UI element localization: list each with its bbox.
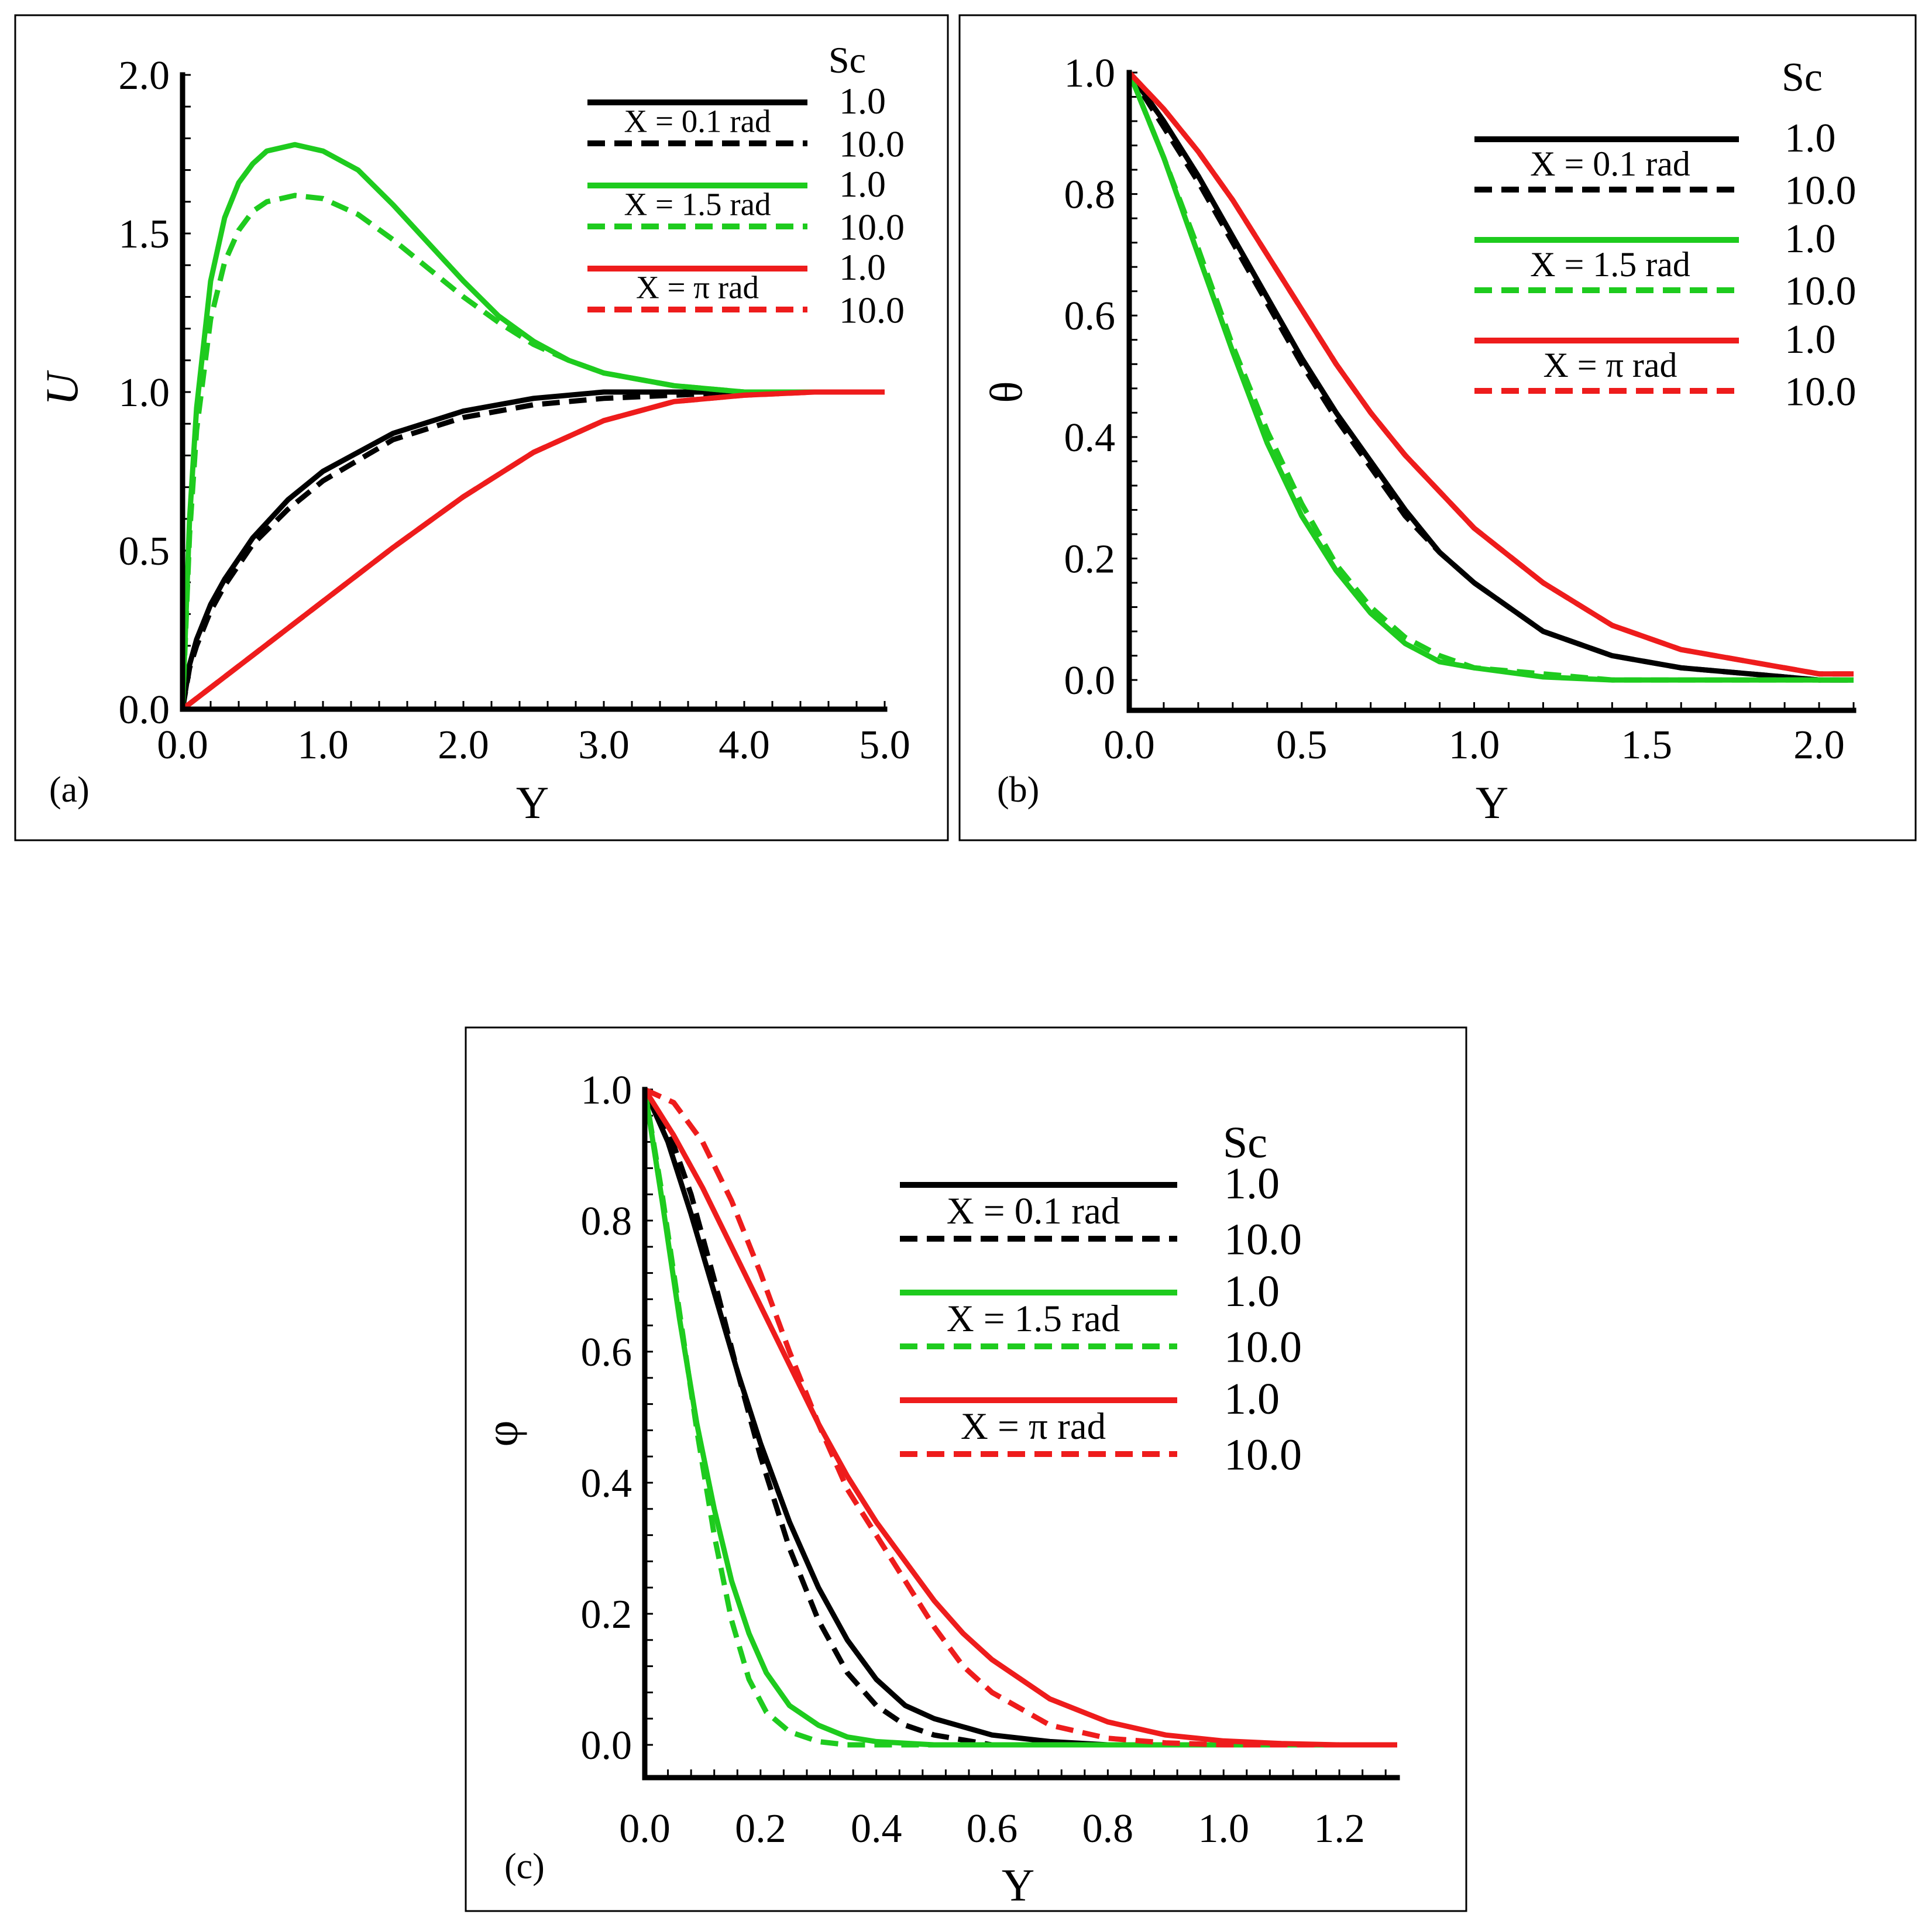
x-tick-label: 3.0	[578, 723, 630, 768]
legend-caption: X = 0.1 rad	[1530, 145, 1690, 183]
y-tick-label: 2.0	[119, 53, 170, 98]
panel-c-frame	[465, 1026, 1467, 1912]
panel-c: 0.0 0.2 0.4 0.6 0.8 1.0 1.20.00.20.40.60.81.0 …	[465, 1026, 1467, 1912]
legend-value: 10.0	[1785, 370, 1857, 415]
y-tick-label: 0.8	[581, 1199, 632, 1244]
x-tick-label: 1.2	[1314, 1806, 1365, 1851]
panel-b-y-axis-label: θ	[981, 381, 1032, 403]
series-line-green-solid	[1126, 71, 1854, 683]
panel-b-label: (b)	[997, 770, 1039, 810]
legend-value: 1.0	[839, 80, 886, 122]
legend-value: 10.0	[1224, 1323, 1302, 1372]
series-line-green-dashed	[180, 193, 885, 710]
panel-a: 0.0 1.0 2.0 3.0 4.0 5.00.00.51.01.52.0 (a) Y …	[14, 14, 949, 841]
legend-value: 10.0	[839, 123, 905, 164]
legend-value: 1.0	[1785, 317, 1836, 362]
x-tick-label: 0.0	[619, 1806, 671, 1851]
panel-b: 0.0 0.5 1.0 1.5 2.00.00.20.40.60.81.0 (b) Y …	[958, 14, 1917, 841]
x-tick-label: 0.0	[157, 723, 208, 768]
legend-caption: X = 0.1 rad	[947, 1190, 1120, 1232]
y-tick-label: 1.0	[1064, 51, 1116, 96]
legend-value: 10.0	[839, 289, 905, 331]
x-tick-label: 2.0	[438, 723, 489, 768]
legend-caption: X = 0.1 rad	[624, 103, 771, 139]
y-tick-label: 0.8	[1064, 173, 1116, 218]
y-tick-label: 0.2	[581, 1592, 632, 1637]
series-line-green-dashed	[1126, 71, 1854, 683]
legend-title: Sc	[1223, 1118, 1267, 1167]
legend-value: 1.0	[839, 163, 886, 205]
panel-c-plot: 0.0 0.2 0.4 0.6 0.8 1.0 1.2 0.0 0.2 0.4 0.6 0.8 1.0	[581, 1068, 1400, 1851]
y-tick-label: 1.0	[581, 1068, 632, 1113]
legend-caption: X = 1.5 rad	[947, 1298, 1120, 1340]
y-tick-label: 0.4	[1064, 415, 1116, 460]
panel-b-frame	[958, 14, 1917, 841]
legend-value: 1.0	[1224, 1159, 1280, 1208]
x-tick-label: 1.0	[297, 723, 349, 768]
y-tick-label: 0.0	[581, 1723, 632, 1768]
series-line-red-dashed	[1127, 70, 1854, 677]
y-tick-label: 0.6	[581, 1330, 632, 1375]
panel-a-legend: ScX = 0.1 rad 1.010.0X = 1.5 rad 1.010.0X …	[587, 39, 905, 331]
y-tick-label: 1.5	[119, 212, 170, 257]
x-tick-label: 0.2	[735, 1806, 786, 1851]
y-tick-label: 1.0	[119, 370, 170, 415]
legend-value: 10.0	[1785, 269, 1857, 314]
panel-a-frame	[14, 14, 949, 841]
legend-caption: X = π rad	[1543, 346, 1677, 384]
legend-value: 1.0	[1224, 1374, 1280, 1424]
legend-value: 1.0	[1224, 1267, 1280, 1316]
panel-b-x-axis-label: Y	[1476, 777, 1508, 828]
legend-title: Sc	[829, 39, 866, 81]
y-tick-label: 0.6	[1064, 294, 1116, 339]
legend-title: Sc	[1782, 55, 1823, 100]
series-line-green-dashed	[642, 1089, 1397, 1748]
panel-a-x-axis-label: Y	[516, 777, 549, 828]
legend-caption: X = π rad	[636, 269, 759, 305]
x-tick-label: 1.5	[1621, 723, 1673, 768]
y-tick-label: 0.4	[581, 1461, 632, 1506]
x-tick-label: 1.0	[1198, 1806, 1249, 1851]
x-tick-label: 0.5	[1276, 723, 1328, 768]
legend-value: 10.0	[839, 206, 905, 248]
panel-a-plot: 0.0 1.0 2.0 3.0 4.0 5.0 0.0 0.5 1.0 1.5 2.0	[119, 53, 910, 768]
legend-value: 10.0	[1785, 169, 1857, 214]
x-tick-label: 0.6	[967, 1806, 1018, 1851]
panel-a-label: (a)	[49, 770, 90, 810]
x-tick-label: 0.8	[1082, 1806, 1134, 1851]
series-line-black-dashed	[180, 389, 885, 710]
panel-c-x-axis-label: Y	[1002, 1860, 1034, 1910]
x-tick-label: 0.0	[1103, 723, 1155, 768]
panel-b-plot: 0.0 0.5 1.0 1.5 2.0 0.0 0.2 0.4 0.6 0.8 1.0	[1064, 51, 1857, 768]
legend-value: 10.0	[1224, 1431, 1302, 1480]
y-tick-label: 0.0	[1064, 658, 1116, 703]
series-line-red-solid	[642, 1088, 1397, 1748]
legend-value: 1.0	[1785, 216, 1836, 262]
legend-caption: X = 1.5 rad	[624, 186, 771, 222]
x-tick-label: 5.0	[859, 723, 910, 768]
legend-value: 1.0	[839, 246, 886, 288]
y-tick-label: 0.0	[119, 688, 170, 733]
series-line-red-dashed	[644, 1087, 1397, 1748]
y-tick-label: 0.2	[1064, 537, 1116, 582]
legend-caption: X = π rad	[961, 1405, 1106, 1448]
x-tick-label: 2.0	[1793, 723, 1845, 768]
y-tick-label: 0.5	[119, 529, 170, 574]
series-line-red-dashed	[181, 389, 885, 712]
legend-caption: X = 1.5 rad	[1530, 245, 1690, 284]
x-tick-label: 1.0	[1449, 723, 1500, 768]
legend-value: 1.0	[1785, 116, 1836, 161]
panel-c-y-axis-label: φ	[476, 1420, 527, 1446]
x-tick-label: 4.0	[719, 723, 770, 768]
x-tick-label: 0.4	[851, 1806, 902, 1851]
panel-a-y-axis-label: U	[36, 370, 87, 405]
panel-c-label: (c)	[504, 1847, 545, 1886]
series-line-black-dashed	[1127, 71, 1854, 683]
legend-value: 10.0	[1224, 1215, 1302, 1264]
